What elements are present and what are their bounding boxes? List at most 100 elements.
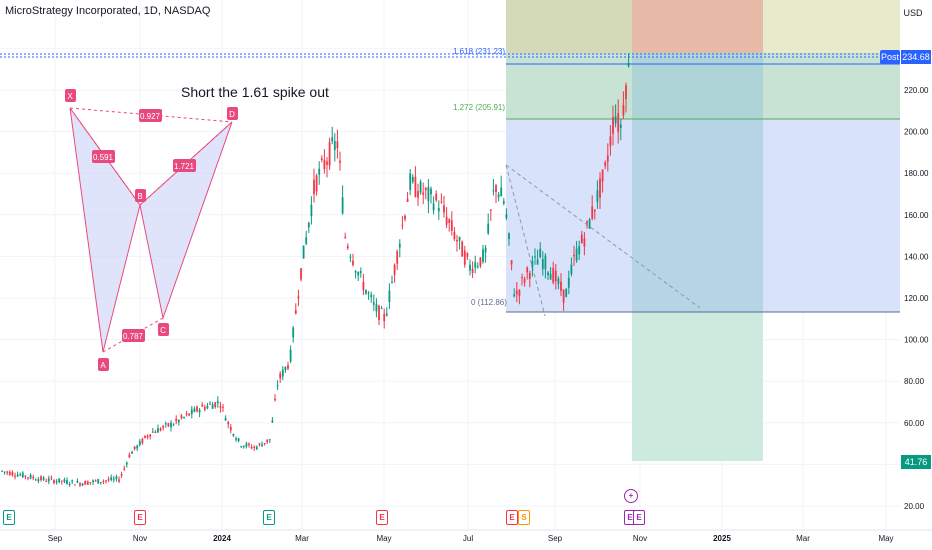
- candle-body: [292, 327, 295, 338]
- candle-body: [84, 480, 87, 485]
- candle-body: [398, 243, 401, 248]
- candle-body: [404, 215, 406, 220]
- candle-body: [497, 194, 500, 198]
- candle-body: [14, 475, 16, 477]
- price-axis-label: 20.00: [904, 502, 925, 511]
- candle-body: [86, 481, 89, 485]
- candle-body: [352, 260, 354, 266]
- candle-body: [365, 289, 367, 294]
- candle-body: [333, 141, 336, 151]
- currency-button[interactable]: USD: [903, 8, 923, 18]
- candle-body: [544, 255, 547, 270]
- candle-body: [271, 420, 274, 423]
- candle-body: [159, 428, 162, 431]
- candle-body: [565, 288, 568, 298]
- candle-body: [570, 264, 573, 274]
- candle-body: [167, 423, 170, 427]
- earnings-event-icon[interactable]: E: [134, 510, 146, 525]
- price-axis-label: 160.00: [904, 211, 929, 220]
- earnings-event-icon[interactable]: E: [633, 510, 645, 525]
- candle-body: [536, 259, 539, 265]
- candle-body: [419, 181, 422, 193]
- candle-body: [375, 304, 378, 312]
- candle-body: [391, 281, 393, 283]
- candle-body: [562, 289, 565, 303]
- fib-label-0: 0 (112.86): [471, 298, 507, 307]
- candle-body: [45, 480, 48, 482]
- candle-body: [406, 199, 409, 202]
- candle-body: [118, 479, 120, 482]
- candle-body: [151, 431, 154, 433]
- time-axis-bg: [0, 530, 900, 550]
- pattern-leg-xab: [69, 107, 141, 353]
- candle-body: [281, 369, 284, 377]
- candle-body: [188, 413, 191, 416]
- candle-body: [79, 483, 81, 486]
- candle-body: [123, 468, 126, 470]
- candle-body: [417, 190, 419, 198]
- candle-body: [614, 116, 617, 124]
- candle-body: [622, 105, 625, 116]
- candle-body: [518, 289, 521, 296]
- candle-body: [268, 439, 271, 441]
- candle-body: [492, 190, 495, 192]
- time-axis-label: Mar: [796, 534, 810, 543]
- candle-body: [521, 277, 523, 279]
- earnings-event-icon[interactable]: E: [376, 510, 388, 525]
- candle-body: [573, 254, 575, 257]
- candle-body: [232, 434, 235, 436]
- candle-body: [445, 216, 448, 225]
- candle-body: [617, 113, 620, 133]
- candle-body: [92, 480, 94, 483]
- candle-body: [219, 406, 222, 408]
- candle-body: [531, 261, 534, 268]
- earnings-event-icon[interactable]: E: [263, 510, 275, 525]
- time-axis-label: Sep: [48, 534, 63, 543]
- candle-body: [162, 425, 165, 428]
- candle-body: [58, 478, 61, 483]
- candle-body: [313, 179, 315, 195]
- time-axis-label: 2024: [213, 534, 231, 543]
- target-price-badge: 41.76: [901, 455, 931, 469]
- candle-body: [453, 231, 456, 240]
- pattern-point-label: C: [160, 326, 166, 335]
- candle-body: [482, 249, 484, 262]
- time-axis-label: 2025: [713, 534, 731, 543]
- candle-body: [310, 204, 313, 217]
- candle-body: [107, 479, 110, 481]
- post-market-badge: Post: [880, 50, 900, 64]
- candle-body: [214, 402, 217, 408]
- pattern-ratio-label: 1.721: [174, 162, 195, 171]
- earnings-event-icon[interactable]: E: [506, 510, 518, 525]
- dividend-event-icon[interactable]: S: [518, 510, 530, 525]
- pattern-ratio-box: [122, 329, 145, 342]
- candle-body: [378, 305, 380, 320]
- candle-body: [154, 431, 157, 433]
- time-axis-label: Nov: [633, 534, 647, 543]
- pattern-ratio-label: 0.927: [140, 112, 161, 121]
- candle-body: [323, 159, 326, 169]
- candle-body: [609, 136, 612, 147]
- earnings-event-icon[interactable]: E: [3, 510, 15, 525]
- time-axis-label: Sep: [548, 534, 563, 543]
- candle-body: [146, 435, 149, 438]
- candle-body: [255, 446, 258, 450]
- price-axis-label: 220.00: [904, 86, 929, 95]
- candle-body: [99, 482, 102, 484]
- time-axis-label: Mar: [295, 534, 309, 543]
- candle-body: [3, 471, 6, 473]
- candle-body: [385, 313, 388, 316]
- candle-body: [515, 290, 518, 295]
- candle-body: [250, 447, 253, 449]
- candle-body: [586, 221, 588, 224]
- candle-body: [170, 422, 172, 428]
- candle-body: [354, 271, 357, 273]
- candle-body: [422, 192, 425, 195]
- candle-body: [505, 214, 508, 218]
- candle-body: [274, 398, 276, 401]
- pattern-ratio-box: [139, 109, 162, 122]
- candle-body: [326, 161, 328, 165]
- add-event-icon[interactable]: +: [624, 489, 638, 503]
